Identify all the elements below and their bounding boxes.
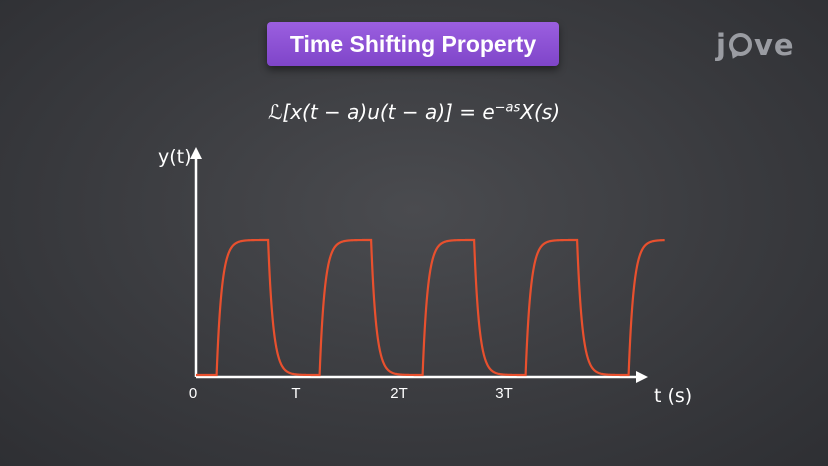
- y-axis-arrow-icon: [190, 147, 202, 159]
- x-axis-label: t (s): [654, 385, 693, 407]
- x-tick-T: T: [291, 385, 301, 402]
- formula-exponent: −as: [494, 100, 521, 116]
- formula-rhs: X(s): [520, 100, 561, 124]
- page-title: Time Shifting Property: [267, 22, 559, 66]
- formula-lhs: ℒ[x(t − a)u(t − a)] = e: [267, 100, 495, 124]
- x-axis-arrow-icon: [636, 371, 648, 383]
- jove-logo: j ve: [716, 28, 795, 62]
- y-axis-label: y(t): [158, 146, 192, 168]
- x-tick-3T: 3T: [495, 385, 513, 402]
- speech-bubble-icon: [728, 33, 752, 56]
- x-tick-0: 0: [188, 385, 198, 402]
- laplace-formula: ℒ[x(t − a)u(t − a)] = e−asX(s): [0, 100, 828, 124]
- signal-line: [196, 238, 665, 377]
- x-tick-2T: 2T: [390, 385, 408, 402]
